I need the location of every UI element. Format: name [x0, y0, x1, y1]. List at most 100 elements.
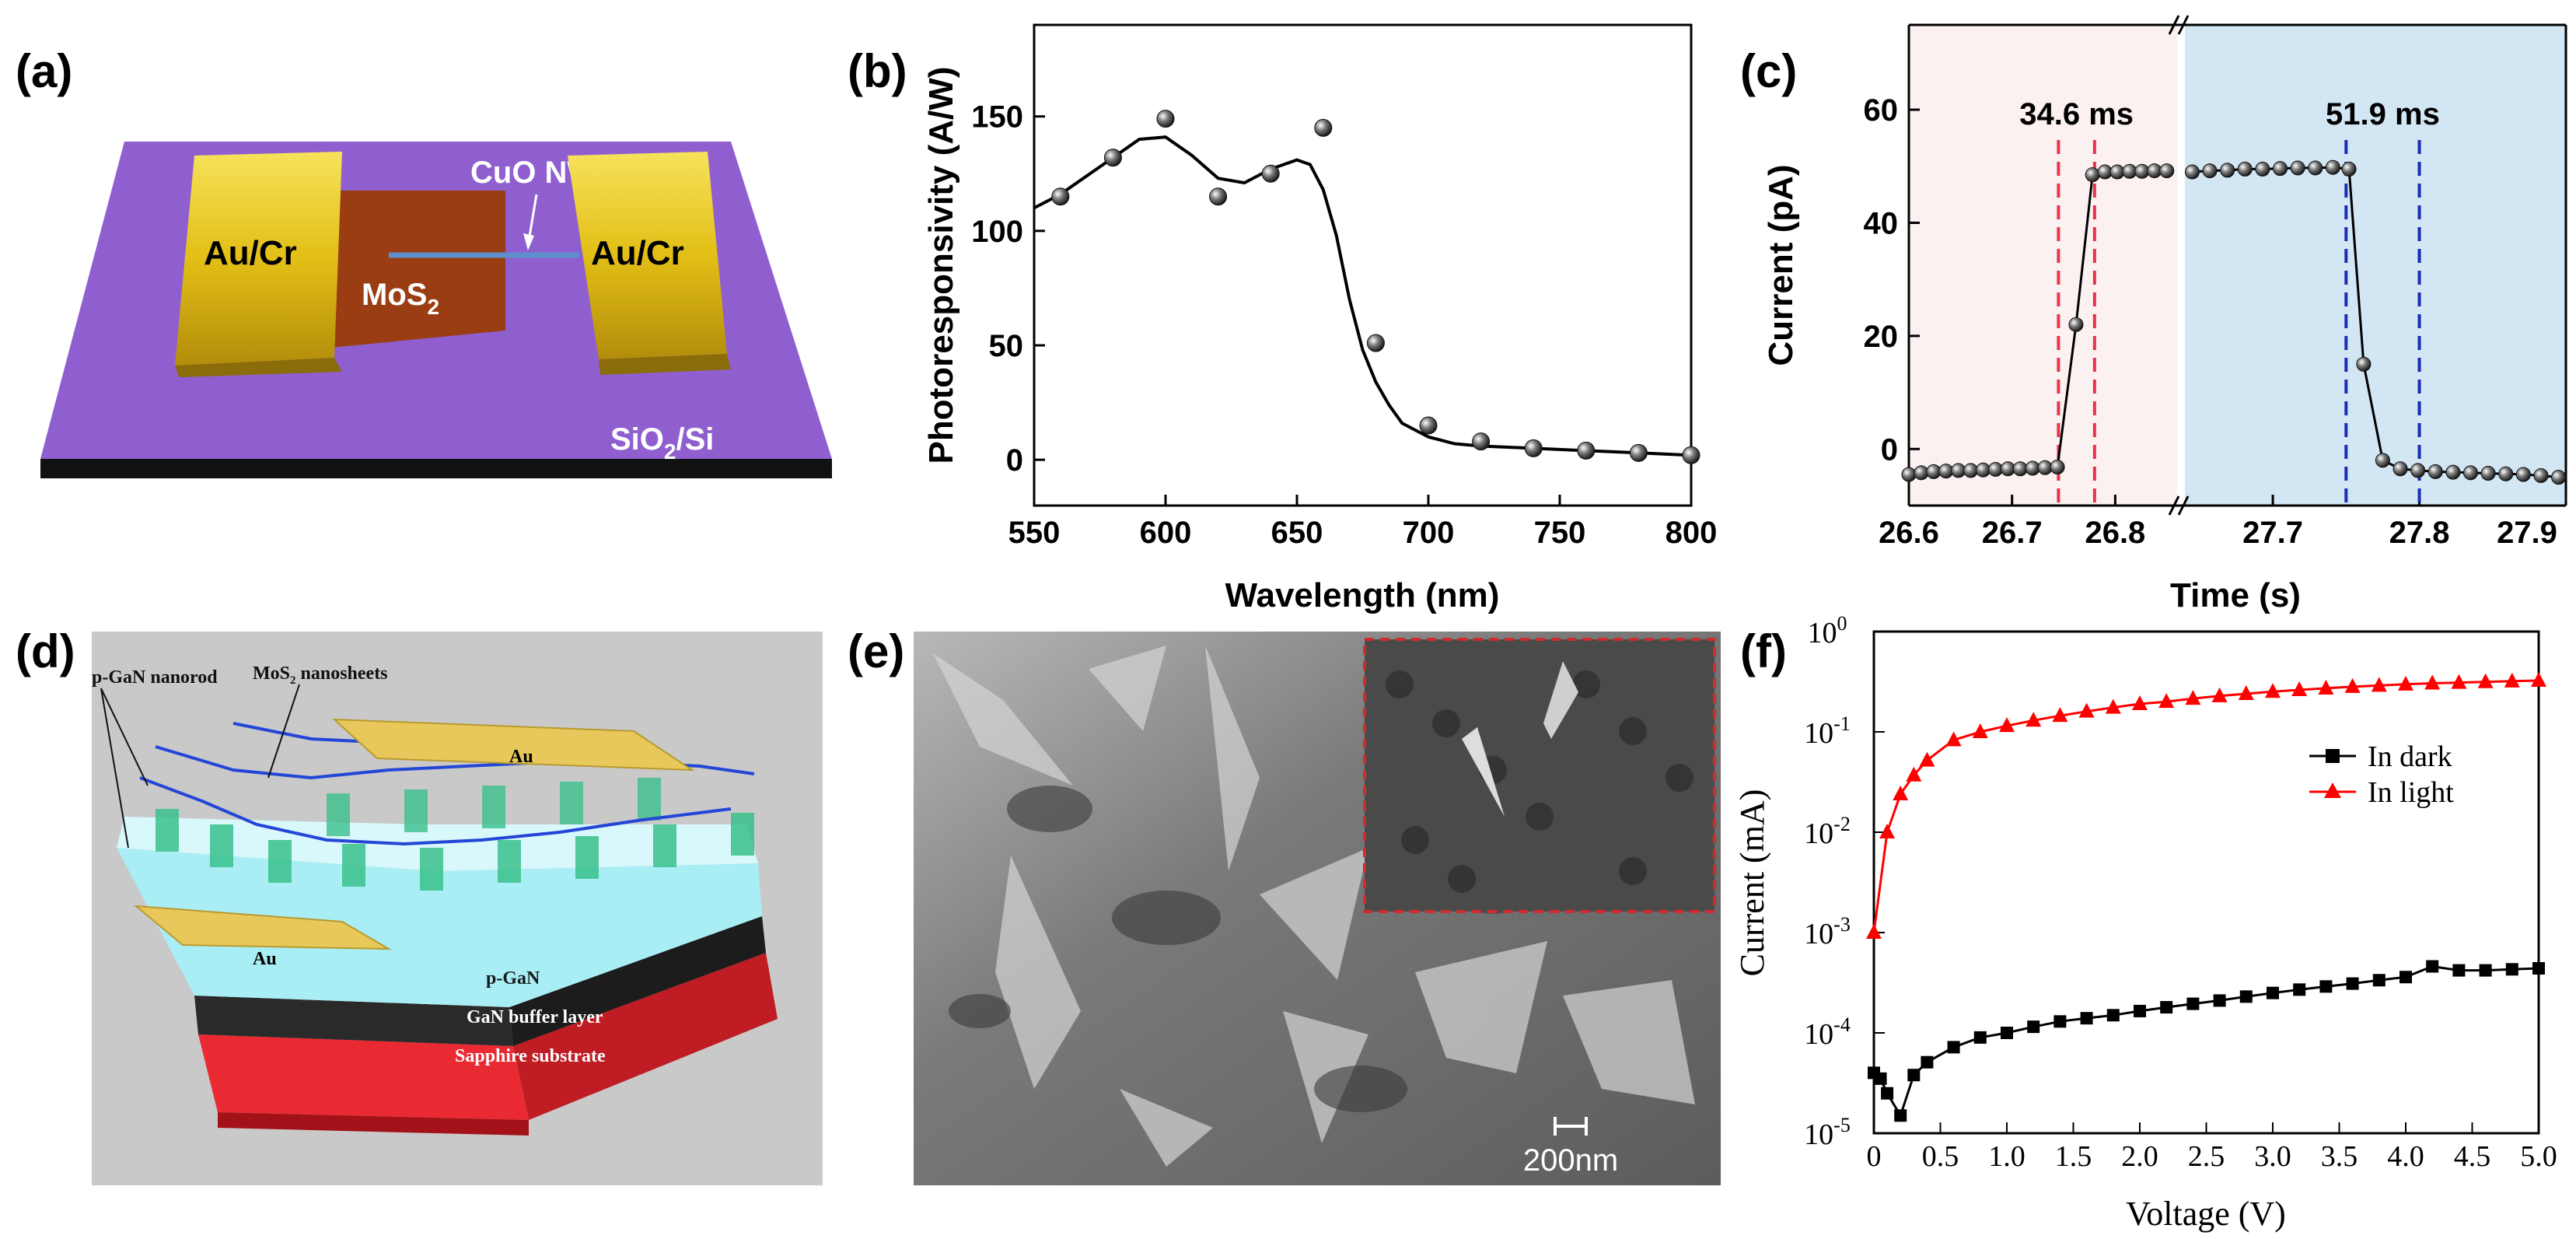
chart-f-x-ticks: 0 0.5 1.0 1.5 2.0 2.5 3.0 3.5 4.0 4.5 5.0 — [1867, 1122, 2557, 1173]
data-point — [2053, 1015, 2067, 1028]
nanorod — [575, 836, 599, 879]
mos2-flake: MoS2 — [307, 191, 505, 350]
shadow-pit — [1314, 1066, 1407, 1112]
data-point — [2237, 161, 2253, 177]
data-point — [1881, 1087, 1894, 1100]
data-point — [2160, 1001, 2173, 1014]
x-tick-label: 700 — [1403, 516, 1455, 550]
data-point — [2105, 698, 2121, 714]
x-tick-label: 27.7 — [2242, 516, 2303, 550]
data-point — [1577, 441, 1596, 460]
data-point — [1629, 443, 1648, 462]
data-point — [2427, 464, 2443, 479]
sapphire-front — [198, 1034, 529, 1120]
buffer-side — [509, 916, 766, 1046]
pit — [1386, 670, 1414, 698]
data-point — [2184, 164, 2200, 180]
data-point — [1914, 465, 1929, 481]
chart-c-x-ticks: 26.6 26.7 26.8 27.7 27.8 27.9 — [1879, 495, 2567, 550]
x-tick-label: 800 — [1665, 516, 1718, 550]
data-point — [2445, 464, 2461, 480]
legend-dark-label: In dark — [2368, 740, 2452, 773]
chart-f-frame — [1872, 630, 2540, 1135]
x-tick-label: 4.5 — [2454, 1140, 2491, 1173]
data-point — [1926, 464, 1942, 479]
data-point — [1866, 924, 1882, 939]
flake-bright — [1120, 1089, 1213, 1167]
data-point — [2158, 693, 2175, 709]
data-point — [2202, 163, 2218, 179]
sem-inset — [1363, 638, 1716, 913]
data-point — [2410, 463, 2426, 478]
buffer-label: GaN buffer layer — [467, 1007, 603, 1027]
nanorod — [653, 824, 676, 867]
x-tick-label: 1.0 — [1988, 1140, 2025, 1173]
data-point — [2078, 702, 2095, 718]
y-tick-label: 10-3 — [1804, 913, 1851, 950]
au-top-contact — [332, 718, 695, 772]
chart-f-legend: In dark In light — [2309, 740, 2454, 809]
data-point — [1366, 334, 1385, 352]
data-point — [1951, 463, 1966, 478]
data-point — [1921, 1055, 1934, 1069]
legend-light-marker — [2324, 782, 2341, 798]
chart-f-series — [1866, 671, 2546, 1122]
mos2-label: MoS2 — [362, 278, 439, 319]
data-point — [2371, 677, 2387, 692]
data-point — [2504, 672, 2520, 688]
data-point — [2037, 460, 2053, 475]
nanowire-arrow — [527, 194, 538, 242]
series-line — [2192, 166, 2559, 479]
data-point — [2515, 467, 2531, 482]
au-left-contact — [133, 905, 392, 950]
axis-break-mark — [2168, 495, 2180, 516]
pit — [1572, 670, 1600, 698]
y-tick-label: 150 — [971, 100, 1023, 135]
chart-b-points — [1051, 110, 1700, 464]
flake-bright — [995, 856, 1081, 1089]
shadow-pit — [1007, 786, 1092, 832]
data-point — [2052, 707, 2068, 723]
chart-b-fit-curve — [1033, 135, 1692, 457]
data-point — [2451, 674, 2467, 689]
fall-time-label: 51.9 ms — [2326, 97, 2440, 131]
data-point — [1156, 110, 1175, 128]
data-point — [1103, 149, 1122, 167]
data-point — [2346, 977, 2359, 990]
mos2-flake-shape — [307, 191, 505, 350]
scale-bar-label: 200nm — [1523, 1143, 1618, 1178]
nanorod — [156, 809, 179, 852]
data-point — [2319, 980, 2333, 993]
data-point — [1261, 164, 1280, 183]
panel-f: (f) 0 0.5 1.0 1.5 2.0 2.5 3.0 3.5 4.0 4.5 5.0 1001… — [1733, 612, 2557, 1233]
data-point — [1945, 731, 1962, 747]
data-point — [2480, 466, 2496, 481]
data-point — [1919, 751, 1935, 767]
data-point — [1963, 463, 1979, 478]
data-point — [1524, 439, 1543, 457]
panel-e-label: (e) — [848, 625, 904, 677]
y-tick-label: 40 — [1864, 206, 1899, 240]
panel-c-label: (c) — [1740, 45, 1797, 97]
layer-labels: p-GaN GaN buffer layer Sapphire substrat… — [92, 663, 606, 1066]
data-point — [2273, 161, 2288, 177]
x-tick-label: 3.0 — [2254, 1140, 2291, 1173]
data-point — [1987, 461, 2003, 477]
pgan-label: p-GaN — [486, 968, 540, 989]
nanorod-label: p-GaN nanorod — [92, 667, 218, 688]
inset-border — [1363, 638, 1716, 913]
y-tick-label: 0 — [1881, 432, 1898, 467]
electrode-right-edge — [599, 354, 731, 375]
y-tick-label: 100 — [971, 215, 1023, 249]
data-point — [2356, 356, 2372, 372]
data-point — [2267, 986, 2279, 999]
x-tick-label: 3.5 — [2321, 1140, 2358, 1173]
panel-f-label: (f) — [1740, 625, 1787, 677]
chart-b-xlabel: Wavelength (nm) — [1225, 576, 1500, 614]
chart-f-ylabel: Current (mA) — [1733, 789, 1771, 977]
data-point — [1682, 446, 1700, 464]
data-point — [2531, 671, 2546, 687]
data-point — [1893, 785, 1909, 800]
data-point — [2085, 167, 2100, 183]
data-point — [2477, 673, 2494, 688]
